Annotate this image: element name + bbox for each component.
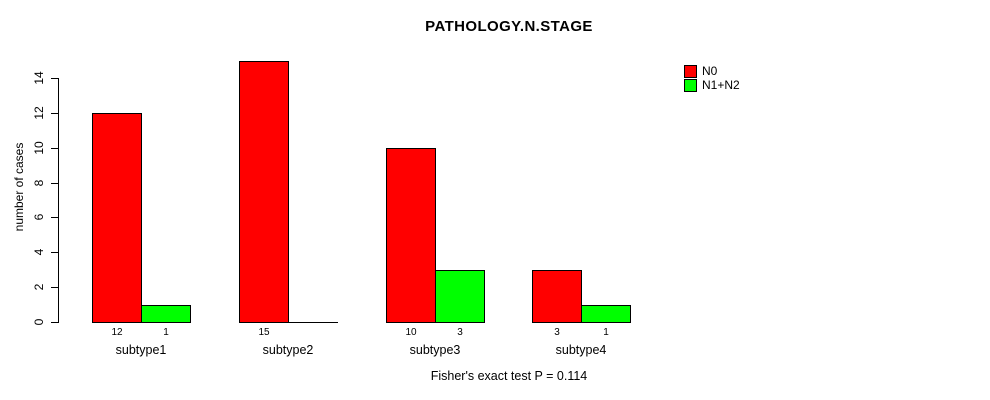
bar-value-label: 12 [111, 327, 123, 338]
y-tick-mark [51, 252, 58, 253]
y-tick-label: 2 [32, 283, 46, 291]
y-tick-mark [51, 322, 58, 323]
legend: N0 N1+N2 [684, 64, 740, 92]
bar-n1n2-subtype4 [581, 305, 631, 323]
legend-label-n1n2: N1+N2 [702, 78, 740, 92]
y-tick-label: 14 [32, 71, 46, 85]
x-category-label-subtype2: subtype2 [262, 343, 314, 357]
bar-n0-subtype4 [532, 270, 582, 323]
bar-n0-subtype3 [386, 148, 436, 323]
y-tick-label: 12 [32, 106, 46, 120]
y-axis-title: number of cases [12, 142, 26, 232]
legend-item-n1n2: N1+N2 [684, 78, 740, 92]
y-tick-mark [51, 183, 58, 184]
bar-value-label: 1 [163, 327, 169, 338]
bar-n1n2-subtype1 [141, 305, 191, 323]
y-axis-line [58, 78, 59, 323]
y-tick-mark [51, 217, 58, 218]
legend-label-n0: N0 [702, 64, 718, 78]
y-tick-mark [51, 113, 58, 114]
bar-n0-subtype2 [239, 61, 289, 323]
y-tick-label: 8 [32, 179, 46, 187]
x-category-label-subtype1: subtype1 [115, 343, 167, 357]
x-category-label-subtype3: subtype3 [409, 343, 461, 357]
y-tick-mark [51, 148, 58, 149]
bar-n1n2-subtype3 [435, 270, 485, 323]
legend-item-n0: N0 [684, 64, 740, 78]
fisher-test-annotation: Fisher's exact test P = 0.114 [430, 369, 588, 383]
bar-value-label: 3 [554, 327, 560, 338]
bar-value-label: 3 [457, 327, 463, 338]
bar-value-label: 10 [405, 327, 417, 338]
y-tick-mark [51, 78, 58, 79]
n1n2-color-swatch [684, 78, 697, 92]
y-tick-label: 4 [32, 248, 46, 256]
bar-zero-line-subtype2 [288, 322, 338, 323]
x-category-label-subtype4: subtype4 [555, 343, 607, 357]
n0-color-swatch [684, 64, 697, 78]
chart-title: PATHOLOGY.N.STAGE [425, 18, 593, 35]
bar-value-label: 15 [258, 327, 270, 338]
y-tick-label: 6 [32, 213, 46, 221]
y-tick-label: 0 [32, 318, 46, 326]
bar-value-label: 1 [603, 327, 609, 338]
bar-n0-subtype1 [92, 113, 142, 323]
y-tick-label: 10 [32, 141, 46, 155]
y-tick-mark [51, 287, 58, 288]
